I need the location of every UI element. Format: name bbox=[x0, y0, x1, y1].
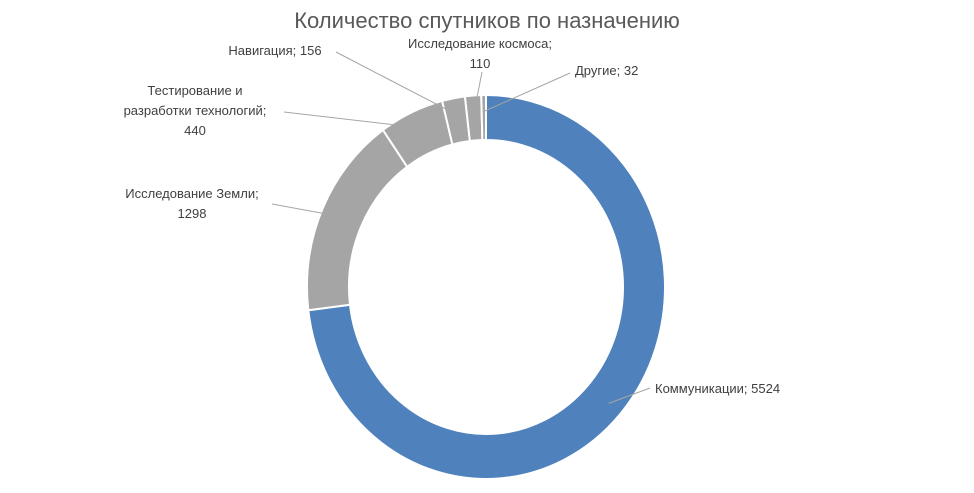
data-label: Коммуникации; 5524 bbox=[655, 381, 780, 396]
data-label-line: разработки технологий; bbox=[124, 103, 267, 118]
leader-line bbox=[608, 387, 651, 404]
data-label-line: Тестирование и bbox=[147, 83, 242, 98]
data-label: Исследование Земли; 1298 bbox=[125, 186, 258, 221]
leader-line bbox=[483, 72, 571, 112]
data-label: Навигация; 156 bbox=[228, 43, 321, 58]
leader-line bbox=[271, 203, 337, 217]
data-label-line: 110 bbox=[470, 56, 491, 71]
leader-line bbox=[335, 51, 457, 115]
data-label-line: Навигация; 156 bbox=[228, 43, 321, 58]
data-label-line: Коммуникации; 5524 bbox=[655, 381, 780, 396]
leader-line bbox=[283, 111, 418, 129]
data-label: Тестирование и разработки технологий; 440 bbox=[124, 83, 267, 138]
data-label: Исследование космоса; 110 bbox=[408, 36, 552, 71]
chart-title: Количество спутников по назначению bbox=[294, 8, 680, 33]
data-label-line: Исследование Земли; bbox=[125, 186, 258, 201]
doughnut-slice bbox=[307, 93, 666, 480]
data-label-line: 1298 bbox=[178, 206, 207, 221]
doughnut-slice bbox=[480, 93, 487, 142]
data-label-line: Исследование космоса; bbox=[408, 36, 552, 51]
leader-line bbox=[473, 71, 483, 113]
data-label: Другие; 32 bbox=[575, 63, 638, 78]
data-label-line: 440 bbox=[184, 123, 206, 138]
data-label-line: Другие; 32 bbox=[575, 63, 638, 78]
